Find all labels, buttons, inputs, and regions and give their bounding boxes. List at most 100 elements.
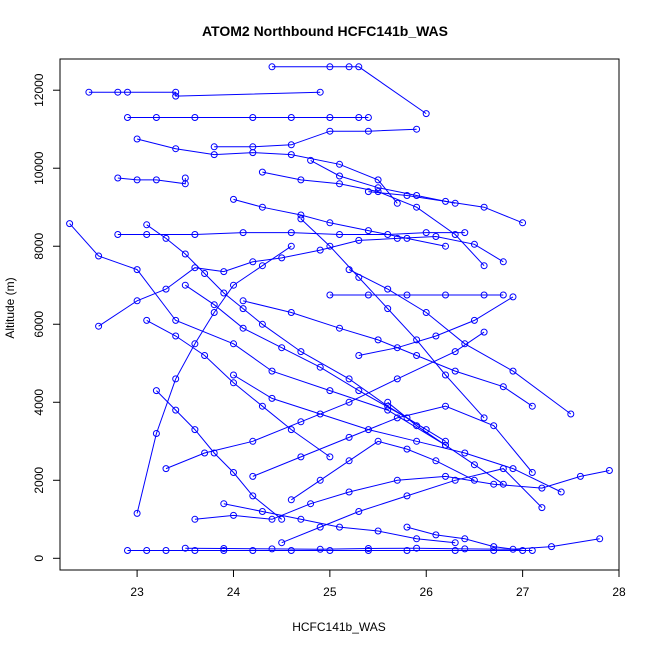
data-point [210, 151, 218, 159]
data-point [297, 211, 305, 219]
data-point [297, 348, 305, 356]
data-point [548, 543, 555, 551]
series-33 [307, 156, 459, 207]
data-point [355, 114, 363, 121]
data-point [519, 547, 527, 554]
data-point [403, 492, 411, 500]
data-point [316, 476, 324, 484]
data-point [162, 547, 170, 554]
data-point [287, 547, 295, 554]
data-point [355, 508, 363, 515]
data-point [413, 535, 421, 543]
data-point [210, 143, 218, 151]
series-13 [181, 535, 604, 553]
data-point [249, 437, 257, 445]
series-line [136, 245, 292, 514]
data-point [278, 515, 286, 523]
data-point [307, 156, 315, 164]
data-point [316, 88, 324, 96]
data-point [393, 344, 401, 352]
series-line [146, 319, 331, 458]
series-21 [364, 188, 527, 227]
x-tick-label: 26 [420, 585, 434, 599]
data-point [451, 231, 459, 238]
series-30 [287, 437, 478, 504]
series-line [146, 224, 427, 431]
data-point [307, 500, 315, 508]
data-point [374, 188, 382, 196]
data-point [413, 336, 421, 344]
data-point [355, 236, 363, 244]
data-point [287, 141, 295, 149]
data-point [143, 221, 151, 229]
data-point [451, 348, 459, 356]
series-6 [66, 220, 449, 449]
y-tick-label: 10000 [32, 151, 46, 185]
series-9 [143, 221, 430, 434]
data-point [490, 480, 498, 488]
data-point [268, 545, 276, 553]
series-26 [220, 500, 459, 547]
data-point [326, 291, 334, 299]
series-15 [230, 371, 565, 496]
series-line [291, 440, 475, 501]
data-point [133, 176, 141, 184]
data-point [374, 437, 382, 445]
data-point [451, 199, 459, 207]
data-point [316, 363, 324, 371]
series-16 [239, 297, 536, 410]
data-point [336, 160, 343, 168]
data-point [355, 63, 363, 71]
data-point [403, 234, 411, 242]
data-point [490, 422, 498, 430]
data-point [230, 281, 237, 289]
series-line [88, 91, 321, 97]
data-point [393, 476, 401, 484]
data-point [268, 515, 276, 523]
series-line [252, 405, 533, 477]
data-point [490, 543, 498, 551]
data-point [336, 180, 343, 188]
data-point [230, 371, 237, 379]
data-point [442, 291, 449, 299]
data-point [413, 437, 421, 445]
data-point [152, 387, 160, 395]
data-point [364, 127, 372, 135]
data-point [345, 433, 353, 441]
data-point [393, 414, 401, 422]
data-point [143, 547, 151, 554]
data-point [287, 229, 295, 237]
data-point [124, 547, 131, 554]
data-point [239, 297, 247, 305]
series-line [348, 269, 572, 415]
data-point [201, 270, 209, 277]
data-point [152, 430, 160, 437]
data-point [384, 402, 392, 410]
series-line [300, 218, 485, 419]
data-point [528, 402, 536, 410]
series-27 [297, 215, 488, 422]
series-3 [133, 135, 401, 207]
data-point [114, 88, 122, 96]
data-point [230, 340, 237, 348]
data-point [374, 336, 382, 344]
data-point [393, 234, 401, 242]
data-point [432, 457, 440, 465]
data-point [403, 414, 411, 422]
data-point [172, 375, 180, 383]
data-point [172, 88, 180, 96]
data-point [210, 449, 218, 457]
data-point [451, 476, 459, 484]
data-point [172, 92, 180, 100]
series-5 [114, 174, 189, 188]
data-point [345, 398, 353, 406]
x-axis: 23 24 25 26 27 28 [130, 569, 626, 599]
data-point [287, 426, 295, 434]
data-point [509, 293, 517, 301]
data-point [191, 231, 199, 238]
data-point [422, 309, 430, 316]
data-point [538, 504, 546, 512]
series-14 [191, 467, 613, 523]
series-line [214, 128, 417, 148]
